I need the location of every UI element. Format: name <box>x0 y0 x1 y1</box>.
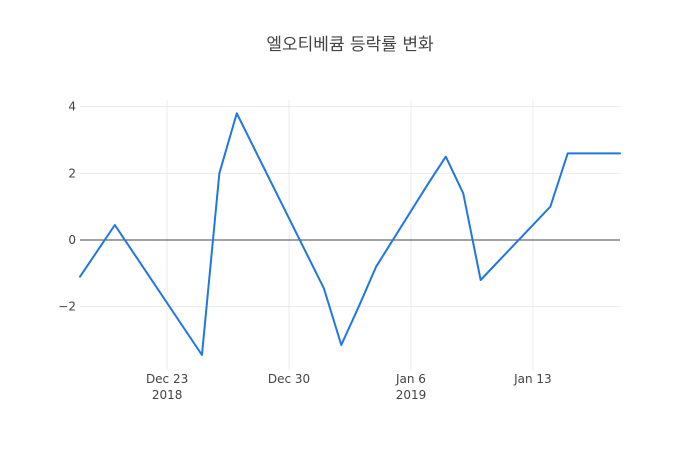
x-tick-year-label: 2018 <box>152 388 183 402</box>
x-tick-label: Dec 30 <box>268 372 310 386</box>
y-tick-label: 4 <box>68 100 76 114</box>
x-tick-year-label: 2019 <box>396 388 427 402</box>
x-tick-label: Jan 6 <box>395 372 426 386</box>
y-tick-label: −2 <box>58 300 76 314</box>
x-tick-label: Jan 13 <box>513 372 552 386</box>
x-tick-label: Dec 23 <box>146 372 188 386</box>
chart-title: 엘오티베큠 등락률 변화 <box>266 35 434 55</box>
y-tick-label: 0 <box>68 233 76 247</box>
y-tick-label: 2 <box>68 166 76 180</box>
